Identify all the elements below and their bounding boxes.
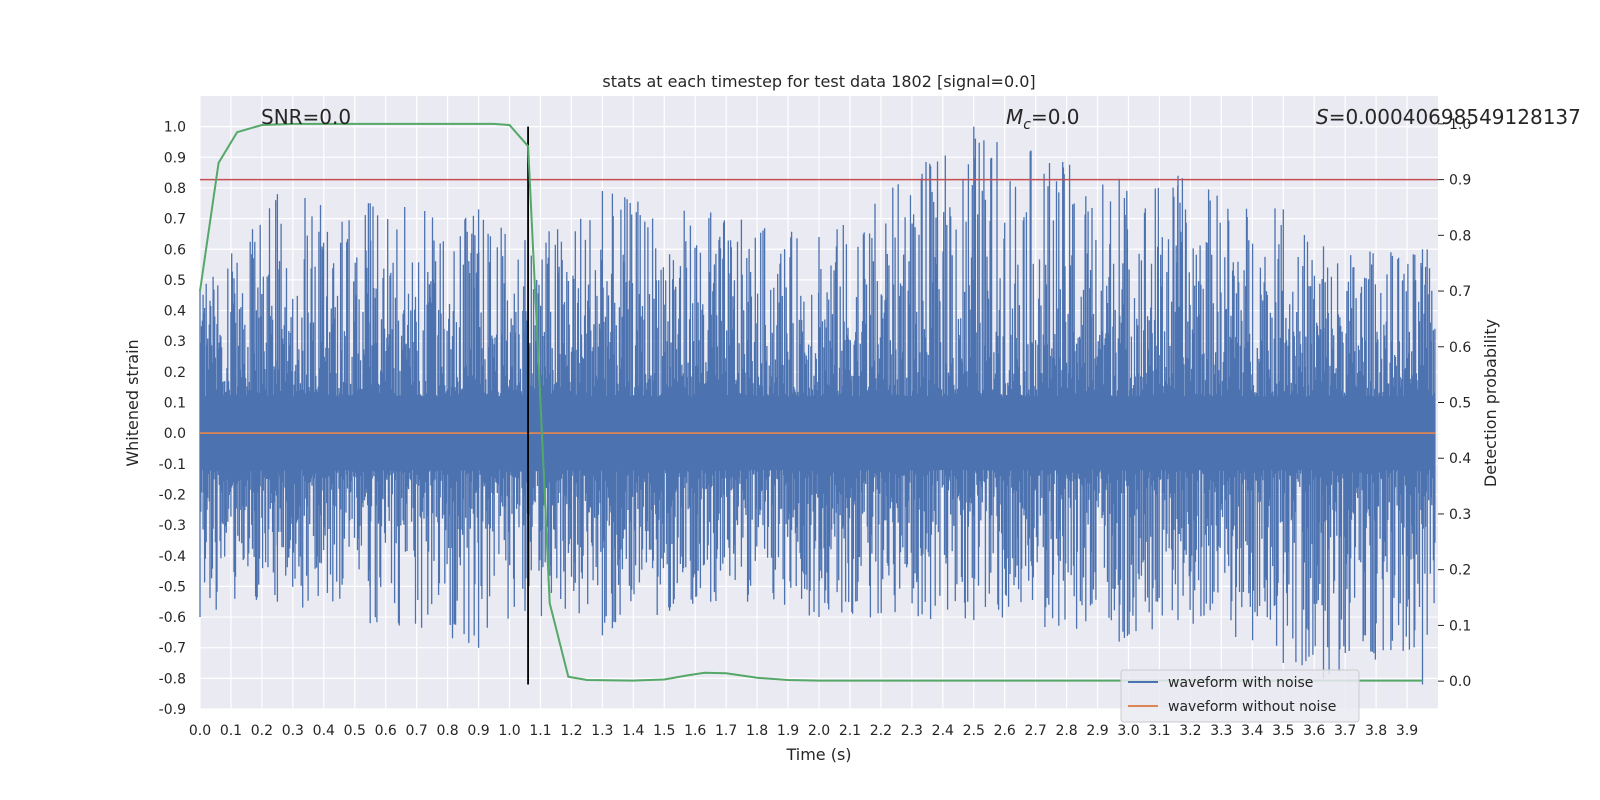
y2-tick-label: 0.4 <box>1449 451 1471 467</box>
x-tick-label: 2.5 <box>963 723 985 739</box>
y-tick-label: -0.4 <box>159 549 186 565</box>
x-tick-label: 2.8 <box>1055 723 1077 739</box>
y2-tick-label: 0.1 <box>1449 618 1471 634</box>
x-tick-label: 0.4 <box>313 723 335 739</box>
y2-tick-label: 0.8 <box>1449 228 1471 244</box>
y-tick-label: -0.5 <box>159 579 186 595</box>
line-series <box>199 122 1438 685</box>
x-tick-label: 2.0 <box>808 723 830 739</box>
x-tick-label: 2.3 <box>901 723 923 739</box>
x-tick-label: 2.6 <box>994 723 1016 739</box>
x-tick-label: 3.9 <box>1396 723 1418 739</box>
y-tick-label: 0.1 <box>164 396 186 412</box>
x-tick-label: 1.2 <box>560 723 582 739</box>
x-tick-label: 0.0 <box>189 723 211 739</box>
y2-tick-label: 0.9 <box>1449 173 1471 189</box>
legend-label-noise: waveform with noise <box>1168 675 1313 691</box>
y-axis-label: Whitened strain <box>123 339 142 466</box>
y-tick-label: 0.5 <box>164 273 186 289</box>
legend: waveform with noise waveform without noi… <box>1120 669 1360 723</box>
x-tick-label: 2.9 <box>1086 723 1108 739</box>
x-tick-label: 3.4 <box>1241 723 1263 739</box>
y-tick-label: 0.2 <box>164 365 186 381</box>
significance-value: =0.00040698549128137 <box>1329 105 1581 129</box>
x-tick-label: 0.3 <box>282 723 304 739</box>
y2-tick-label: 0.2 <box>1449 563 1471 579</box>
x-tick-label: 1.3 <box>591 723 613 739</box>
y-tick-label: 0.8 <box>164 181 186 197</box>
x-tick-label: 2.4 <box>932 723 954 739</box>
y-tick-label: -0.1 <box>159 457 186 473</box>
y-tick-label: -0.6 <box>159 610 186 626</box>
legend-label-clean: waveform without noise <box>1168 699 1336 715</box>
y2-tick-label: 0.5 <box>1449 396 1471 412</box>
chart-title: stats at each timestep for test data 180… <box>602 72 1035 91</box>
x-tick-label: 0.2 <box>251 723 273 739</box>
x-tick-label: 2.7 <box>1025 723 1047 739</box>
x-tick-label: 3.5 <box>1272 723 1294 739</box>
x-tick-label: 1.4 <box>622 723 644 739</box>
x-tick-label: 1.8 <box>746 723 768 739</box>
x-tick-label: 1.1 <box>529 723 551 739</box>
x-tick-label: 1.5 <box>653 723 675 739</box>
x-tick-label: 3.2 <box>1179 723 1201 739</box>
y2-tick-label: 0.3 <box>1449 507 1471 523</box>
significance-annotation: S=0.00040698549128137 <box>1316 105 1581 129</box>
y-tick-label: -0.8 <box>159 671 186 687</box>
x-tick-label: 0.7 <box>406 723 428 739</box>
y-tick-label: -0.9 <box>159 702 186 718</box>
x-tick-label: 2.1 <box>839 723 861 739</box>
x-tick-label: 1.0 <box>498 723 520 739</box>
x-tick-label: 3.3 <box>1210 723 1232 739</box>
chirp-mass-annotation: Mc=0.0 <box>1006 105 1080 133</box>
y-tick-label: 0.7 <box>164 212 186 228</box>
y2-tick-label: 0.0 <box>1449 674 1471 690</box>
y2-tick-labels: 0.0 0.1 0.2 0.3 0.4 0.5 0.6 0.7 0.8 0.9 1.0 <box>1438 117 1471 690</box>
x-tick-label: 1.6 <box>684 723 706 739</box>
x-tick-label: 0.5 <box>344 723 366 739</box>
x-tick-label: 3.6 <box>1303 723 1325 739</box>
y2-axis-label: Detection probability <box>1481 319 1500 487</box>
y-tick-labels: -0.9 -0.8 -0.7 -0.6 -0.5 -0.4 -0.3 -0.2 -0.1 0.0 0… <box>159 120 186 718</box>
legend-box <box>1120 669 1360 723</box>
y-tick-label: -0.3 <box>159 518 186 534</box>
y-tick-label: -0.7 <box>159 641 186 657</box>
y2-tick-label: 0.7 <box>1449 284 1471 300</box>
y2-tick-label: 1.0 <box>1449 117 1471 133</box>
y-tick-label: 0.9 <box>164 150 186 166</box>
y-tick-label: -0.2 <box>159 487 186 503</box>
chirp-mass-value: =0.0 <box>1031 105 1080 129</box>
x-tick-label: 1.9 <box>777 723 799 739</box>
x-tick-label: 1.7 <box>715 723 737 739</box>
x-tick-label: 0.8 <box>436 723 458 739</box>
x-tick-label: 3.8 <box>1365 723 1387 739</box>
snr-annotation: SNR=0.0 <box>261 105 351 129</box>
y-tick-label: 0.3 <box>164 334 186 350</box>
y2-tick-label: 0.6 <box>1449 340 1471 356</box>
x-tick-label: 0.1 <box>220 723 242 739</box>
y-tick-label: 1.0 <box>164 120 186 136</box>
x-tick-label: 3.1 <box>1148 723 1170 739</box>
x-tick-label: 2.2 <box>870 723 892 739</box>
y-tick-label: 0.4 <box>164 304 186 320</box>
x-tick-label: 3.0 <box>1117 723 1139 739</box>
detection-probability-line <box>199 122 1423 682</box>
x-tick-label: 3.7 <box>1334 723 1356 739</box>
x-axis-label: Time (s) <box>785 745 851 764</box>
x-tick-labels: 0.0 0.1 0.2 0.3 0.4 0.5 0.6 0.7 0.8 0.9 1.0 1.1 1.2 1… <box>189 723 1418 739</box>
y-tick-label: 0.0 <box>164 426 186 442</box>
x-tick-label: 0.6 <box>375 723 397 739</box>
y-tick-label: 0.6 <box>164 242 186 258</box>
x-tick-label: 0.9 <box>467 723 489 739</box>
